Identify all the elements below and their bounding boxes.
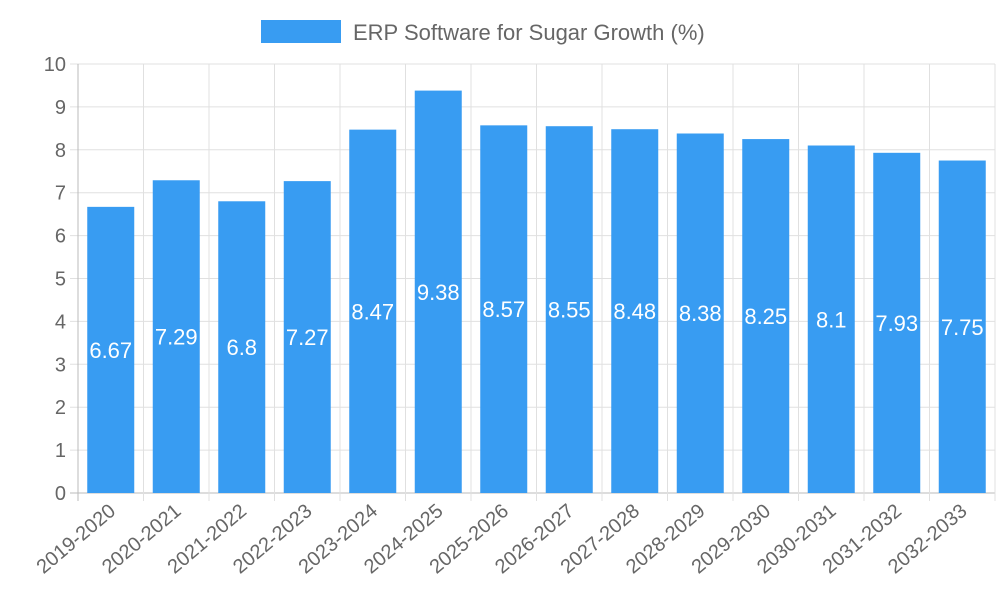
data-label: 7.93 [875,311,918,336]
data-label: 7.75 [941,315,984,340]
bar [873,152,921,494]
bar [545,126,593,493]
y-tick-label: 0 [55,483,66,505]
data-label: 7.27 [286,325,329,350]
legend-label: ERP Software for Sugar Growth (%) [353,20,705,45]
bar [807,145,855,493]
y-tick-label: 10 [44,54,66,76]
bar [938,160,986,493]
legend-swatch [261,20,341,43]
y-tick-label: 5 [55,269,66,291]
data-label: 8.25 [744,304,787,329]
data-label: 8.57 [482,297,525,322]
data-label: 8.48 [613,299,656,324]
bar [87,206,135,493]
y-tick-label: 6 [55,226,66,248]
bar [349,129,397,493]
data-label: 9.38 [417,280,460,305]
y-tick-label: 8 [55,140,66,162]
bar [414,90,462,494]
data-label: 8.47 [351,299,394,324]
bar [676,133,724,494]
data-label: 8.38 [679,301,722,326]
bar [218,201,266,493]
y-tick-label: 2 [55,397,66,419]
data-labels: 6.67 7.29 6.8 7.27 8.47 9.38 8.57 8.55 8.48 8.38 8… [89,280,983,363]
bar [742,139,790,493]
data-label: 6.8 [226,335,257,360]
bars [87,90,986,494]
y-tick-label: 3 [55,354,66,376]
bar [283,181,331,493]
bar [611,129,659,493]
y-tick-label: 4 [55,311,66,333]
legend[interactable]: ERP Software for Sugar Growth (%) [261,20,705,45]
bar [152,180,200,493]
bar [480,125,528,494]
data-label: 8.55 [548,298,591,323]
data-label: 8.1 [816,307,847,332]
data-label: 6.67 [89,338,132,363]
y-tick-label: 9 [55,97,66,119]
grid [70,63,996,501]
y-tick-label: 7 [55,183,66,205]
data-label: 7.29 [155,325,198,350]
y-tick-label: 1 [55,440,66,462]
